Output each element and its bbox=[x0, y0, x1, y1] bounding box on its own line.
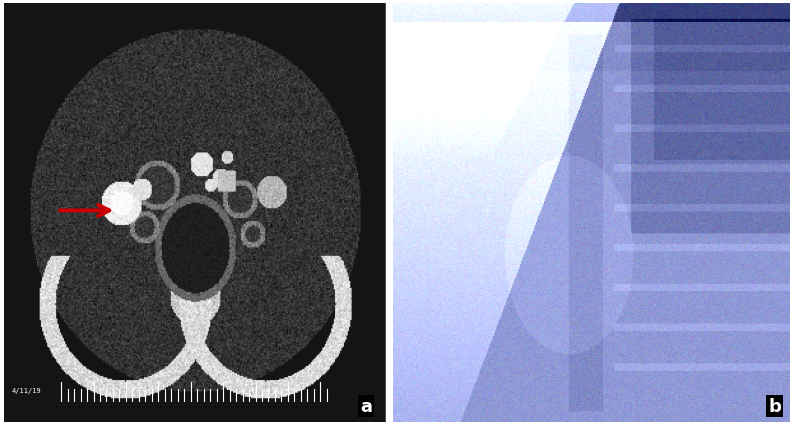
Text: R: R bbox=[437, 36, 446, 49]
Text: 4/11/19: 4/11/19 bbox=[12, 388, 41, 394]
Text: b: b bbox=[768, 397, 781, 415]
Text: a: a bbox=[360, 397, 372, 415]
